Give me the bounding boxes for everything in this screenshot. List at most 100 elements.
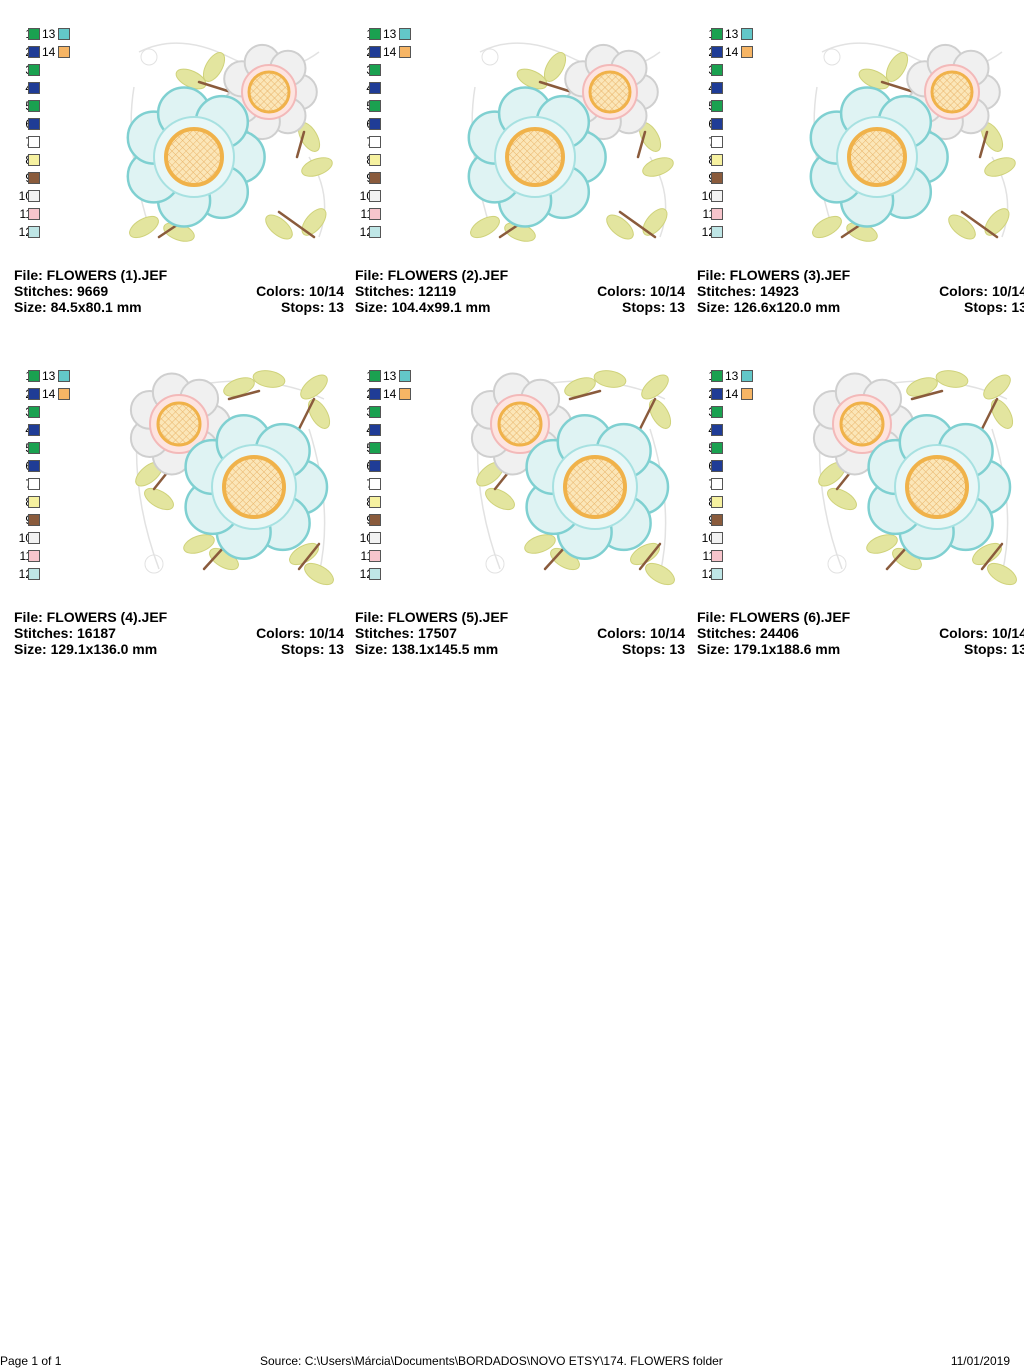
stitch-count: Stitches: 16187	[14, 625, 116, 641]
color-swatch	[28, 100, 40, 112]
color-swatch	[711, 64, 723, 76]
palette-entry: 13	[383, 369, 413, 383]
page-number: Page 1 of 1	[0, 1354, 62, 1368]
color-count: Colors: 10/14	[597, 283, 685, 299]
palette-entry: 11	[697, 207, 727, 221]
palette-entry: 12	[14, 567, 44, 581]
embroidery-preview-image	[802, 27, 1022, 247]
color-swatch	[369, 28, 381, 40]
color-swatch	[28, 532, 40, 544]
palette-entry: 2	[14, 45, 44, 59]
color-swatch	[741, 370, 753, 382]
palette-entry: 8	[14, 153, 44, 167]
palette-entry: 12	[14, 225, 44, 239]
palette-entry: 5	[697, 99, 727, 113]
palette-entry: 12	[697, 567, 727, 581]
print-date: 11/01/2019	[950, 1354, 1010, 1368]
palette-entry: 11	[14, 549, 44, 563]
palette-number: 13	[725, 369, 739, 383]
palette-entry: 8	[697, 495, 727, 509]
color-swatch	[369, 550, 381, 562]
palette-entry: 12	[355, 225, 385, 239]
color-swatch	[369, 82, 381, 94]
embroidery-preview-image	[460, 369, 680, 589]
palette-entry: 13	[725, 27, 755, 41]
color-swatch	[711, 460, 723, 472]
color-swatch	[399, 28, 411, 40]
palette-number: 14	[383, 45, 397, 59]
color-swatch	[711, 550, 723, 562]
palette-entry: 4	[14, 423, 44, 437]
design-size: Size: 129.1x136.0 mm	[14, 641, 158, 657]
palette-entry: 1	[697, 27, 727, 41]
palette-entry: 7	[14, 477, 44, 491]
color-swatch	[741, 46, 753, 58]
color-swatch	[28, 64, 40, 76]
palette-entry: 8	[355, 153, 385, 167]
palette-entry: 11	[697, 549, 727, 563]
color-swatch	[711, 388, 723, 400]
palette-entry: 2	[697, 387, 727, 401]
stop-count: Stops: 13	[621, 641, 685, 657]
palette-number: 13	[383, 27, 397, 41]
palette-entry: 14	[725, 45, 755, 59]
design-card: 1234567891011121314 File: FLOWERS (5).JE…	[355, 369, 685, 689]
design-size: Size: 126.6x120.0 mm	[697, 299, 841, 315]
palette-entry: 13	[42, 369, 72, 383]
color-swatch	[369, 172, 381, 184]
color-swatch	[711, 28, 723, 40]
color-swatch	[28, 442, 40, 454]
color-swatch	[741, 388, 753, 400]
color-swatch	[711, 370, 723, 382]
palette-entry: 4	[14, 81, 44, 95]
color-swatch	[369, 370, 381, 382]
palette-entry: 8	[697, 153, 727, 167]
color-count: Colors: 10/14	[939, 625, 1024, 641]
color-swatch	[711, 46, 723, 58]
palette-entry: 11	[14, 207, 44, 221]
palette-entry: 7	[697, 477, 727, 491]
file-name: File: FLOWERS (3).JEF	[697, 267, 851, 283]
color-swatch	[28, 406, 40, 418]
color-swatch	[28, 46, 40, 58]
color-count: Colors: 10/14	[256, 625, 344, 641]
palette-entry: 6	[697, 459, 727, 473]
color-swatch	[28, 388, 40, 400]
palette-entry: 9	[14, 513, 44, 527]
palette-entry: 12	[355, 567, 385, 581]
color-swatch	[369, 478, 381, 490]
color-swatch	[711, 514, 723, 526]
color-swatch	[711, 82, 723, 94]
palette-entry: 5	[14, 441, 44, 455]
color-swatch	[369, 100, 381, 112]
palette-entry: 14	[42, 45, 72, 59]
palette-entry: 14	[725, 387, 755, 401]
palette-entry: 5	[355, 441, 385, 455]
color-swatch	[28, 226, 40, 238]
color-swatch	[711, 100, 723, 112]
stitch-count: Stitches: 24406	[697, 625, 799, 641]
color-swatch	[369, 190, 381, 202]
color-swatch	[369, 532, 381, 544]
color-swatch	[28, 460, 40, 472]
palette-entry: 13	[383, 27, 413, 41]
color-swatch	[28, 550, 40, 562]
color-swatch	[28, 496, 40, 508]
palette-entry: 14	[42, 387, 72, 401]
palette-entry: 9	[355, 513, 385, 527]
palette-entry: 5	[14, 99, 44, 113]
stop-count: Stops: 13	[280, 641, 344, 657]
color-swatch	[399, 46, 411, 58]
source-path: Source: C:\Users\Márcia\Documents\BORDAD…	[260, 1354, 723, 1368]
color-swatch	[369, 208, 381, 220]
stop-count: Stops: 13	[280, 299, 344, 315]
stitch-count: Stitches: 9669	[14, 283, 109, 299]
color-swatch	[369, 514, 381, 526]
palette-number: 13	[42, 369, 56, 383]
color-swatch	[711, 154, 723, 166]
color-swatch	[711, 190, 723, 202]
color-swatch	[369, 496, 381, 508]
palette-entry: 5	[355, 99, 385, 113]
color-swatch	[711, 136, 723, 148]
color-swatch	[28, 424, 40, 436]
